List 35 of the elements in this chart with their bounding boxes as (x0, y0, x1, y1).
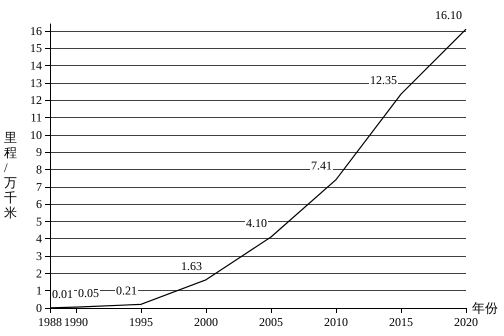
y-tick-label: 7 (36, 180, 42, 194)
y-tick-label: 1 (36, 284, 42, 298)
x-tick-label: 1995 (129, 315, 153, 329)
y-tick-label: 5 (36, 214, 42, 228)
x-tick-label: 2015 (389, 315, 413, 329)
x-tick-label: 1990 (64, 315, 88, 329)
text: 0.05 (78, 286, 99, 300)
y-axis-title: 里程/万千米 (4, 130, 17, 220)
y-tick-label: 11 (30, 110, 42, 125)
y-tick-label: 8 (36, 162, 42, 176)
text: 4.10 (246, 216, 267, 230)
y-tick-label: 14 (30, 58, 42, 73)
y-tick-label: 2 (36, 266, 42, 280)
y-tick-label: 9 (36, 145, 42, 160)
text: 1.63 (181, 258, 202, 273)
y-tick-label: 13 (30, 76, 42, 90)
x-tick-label: 2010 (324, 315, 348, 329)
x-tick-label: 1988 (38, 315, 62, 329)
x-tick-label: 2020 (454, 315, 478, 329)
text: 16.10 (435, 8, 462, 22)
y-tick-label: 0 (36, 301, 42, 315)
text: 12.35 (370, 73, 397, 88)
text: 0.01 (52, 286, 73, 301)
y-tick-label: 15 (30, 41, 42, 56)
text: 7.41 (311, 158, 332, 173)
x-tick-label: 2000 (194, 315, 218, 329)
y-tick-label: 12 (30, 93, 42, 108)
y-tick-label: 3 (36, 249, 42, 264)
y-tick-label: 16 (30, 24, 42, 38)
x-axis-title: 年份 (472, 300, 498, 316)
x-tick-label: 2005 (259, 315, 283, 329)
y-tick-label: 4 (36, 232, 42, 246)
text: 0.21 (116, 283, 137, 298)
y-tick-label: 10 (30, 128, 42, 142)
y-tick-label: 6 (36, 197, 42, 212)
